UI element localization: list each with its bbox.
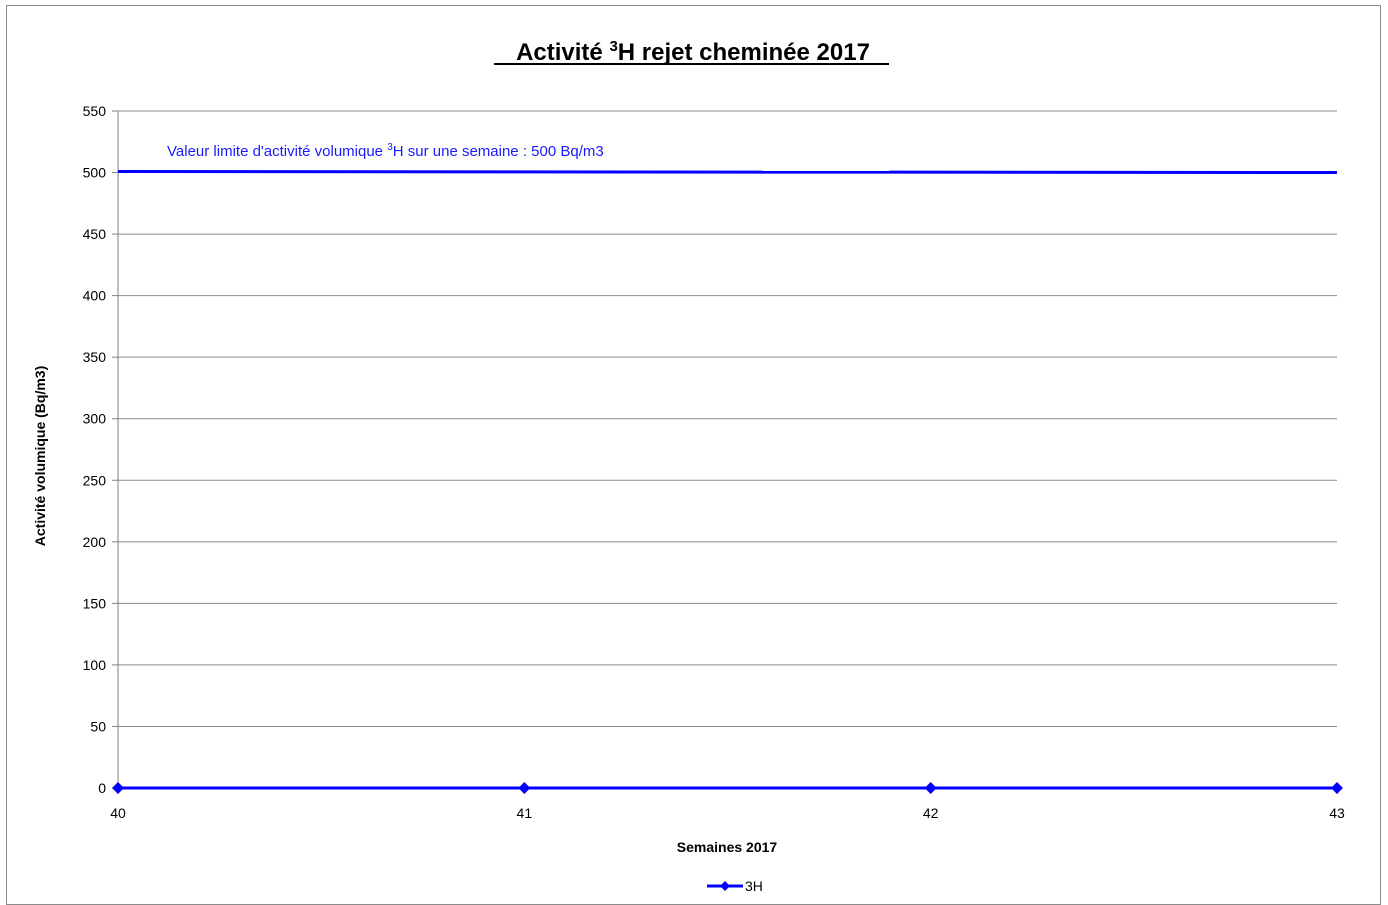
y-tick-label-100: 100 [83, 657, 107, 673]
chart-title-suffix: H rejet cheminée 2017 [618, 39, 870, 66]
y-tick-label-300: 300 [83, 411, 107, 427]
limit-line [117, 170, 1338, 175]
limit-label-suffix: H sur une semaine : 500 Bq/m3 [393, 143, 604, 160]
legend-marker-3h [720, 881, 730, 891]
chart-title-sup: 3 [609, 38, 617, 55]
limit-label-sup: 3 [387, 142, 393, 153]
y-tick-label-350: 350 [83, 349, 107, 365]
legend: 3H [707, 878, 763, 894]
x-tick-label-41: 41 [517, 805, 533, 821]
chart-title: Activité 3H rejet cheminée 2017 [516, 38, 870, 66]
limit-line-label: Valeur limite d'activité volumique 3H su… [167, 142, 604, 160]
chart-title-prefix: Activité [516, 39, 609, 66]
y-tick-label-200: 200 [83, 534, 107, 550]
data-point-0-43 [1331, 782, 1343, 794]
gridlines [118, 110, 1337, 727]
y-tick-label-500: 500 [83, 165, 107, 181]
data-point-0-40 [112, 782, 124, 794]
series-layer [112, 782, 1343, 794]
y-tick-label-0: 0 [98, 780, 106, 796]
y-axis-ticks: 0 50 100 150 200 250 300 350 400 450 500 550 [83, 103, 118, 796]
chart-frame: Activité 3H rejet cheminée 2017 0 50 100 15… [6, 5, 1381, 905]
y-tick-label-50: 50 [90, 718, 106, 734]
x-axis-label: Semaines 2017 [677, 839, 778, 855]
chart-svg: Activité 3H rejet cheminée 2017 05010015… [32, 38, 1345, 894]
x-axis-ticks: 40 41 42 43 [110, 788, 1345, 821]
y-tick-label-150: 150 [83, 595, 107, 611]
x-tick-label-42: 42 [923, 805, 939, 821]
y-tick-label-400: 400 [83, 288, 107, 304]
x-tick-label-40: 40 [110, 805, 126, 821]
x-tick-label-43: 43 [1329, 805, 1345, 821]
data-point-0-42 [924, 782, 937, 794]
y-tick-label-250: 250 [83, 472, 107, 488]
legend-label-3h: 3H [745, 878, 763, 894]
limit-label-prefix: Valeur limite d'activité volumique [167, 143, 387, 160]
data-point-0-41 [518, 782, 531, 794]
y-tick-label-450: 450 [83, 226, 107, 242]
y-axis-label: Activité volumique (Bq/m3) [32, 366, 48, 546]
y-tick-label-550: 550 [83, 103, 107, 119]
